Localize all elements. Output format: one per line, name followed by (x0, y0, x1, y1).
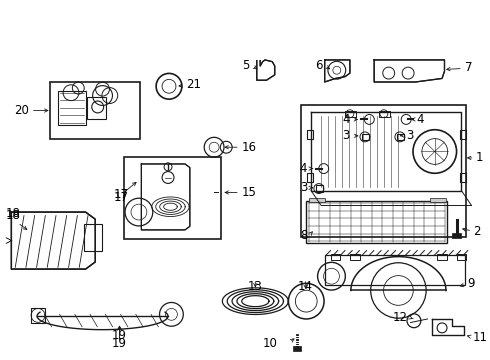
Text: 18: 18 (6, 207, 21, 220)
Bar (437, 254, 447, 260)
Text: 13: 13 (248, 280, 263, 293)
Text: 11: 11 (473, 331, 488, 344)
Bar (301, 105, 466, 237)
Bar (84, 224, 102, 251)
Bar (461, 173, 466, 182)
Polygon shape (257, 60, 275, 80)
Bar (461, 130, 466, 139)
Bar (430, 198, 446, 202)
Text: 10: 10 (262, 337, 277, 350)
Bar (457, 254, 466, 260)
Polygon shape (141, 164, 190, 230)
Text: 3: 3 (406, 129, 413, 142)
Text: 3: 3 (300, 181, 307, 194)
Bar (58, 91, 86, 125)
Bar (362, 134, 369, 140)
Bar (350, 254, 360, 260)
Bar (325, 255, 466, 285)
Polygon shape (11, 212, 95, 269)
Text: 6: 6 (315, 59, 322, 72)
Bar (307, 173, 313, 182)
Text: 9: 9 (467, 277, 475, 290)
Text: 4: 4 (343, 113, 350, 126)
Text: 5: 5 (242, 59, 249, 72)
Bar (50, 82, 140, 139)
Polygon shape (374, 60, 444, 82)
Text: 18: 18 (6, 209, 21, 222)
Polygon shape (325, 60, 350, 82)
Bar (452, 233, 461, 238)
Bar (307, 130, 313, 139)
Text: 19: 19 (112, 329, 127, 342)
Bar (317, 185, 323, 192)
Text: 17: 17 (114, 189, 128, 202)
Text: 3: 3 (343, 129, 350, 142)
Bar (293, 346, 301, 351)
Text: 15: 15 (242, 186, 257, 199)
Bar (124, 157, 221, 239)
Text: 7: 7 (465, 61, 472, 74)
Text: 20: 20 (14, 104, 29, 117)
Text: 14: 14 (298, 280, 313, 293)
Text: 17: 17 (114, 190, 128, 204)
Text: 4: 4 (300, 162, 307, 175)
Bar (87, 97, 106, 119)
Text: 21: 21 (187, 78, 201, 91)
Bar (345, 111, 356, 117)
Text: 2: 2 (474, 225, 481, 238)
Bar (397, 134, 404, 140)
Text: 1: 1 (476, 152, 484, 165)
Text: 19: 19 (112, 337, 127, 350)
Bar (309, 198, 325, 202)
Bar (379, 111, 390, 117)
Text: 8: 8 (300, 229, 307, 242)
Bar (31, 308, 45, 323)
Text: 16: 16 (242, 141, 257, 154)
Bar (331, 254, 340, 260)
Text: 12: 12 (393, 311, 408, 324)
Bar (306, 201, 447, 243)
Text: 4: 4 (417, 113, 424, 126)
